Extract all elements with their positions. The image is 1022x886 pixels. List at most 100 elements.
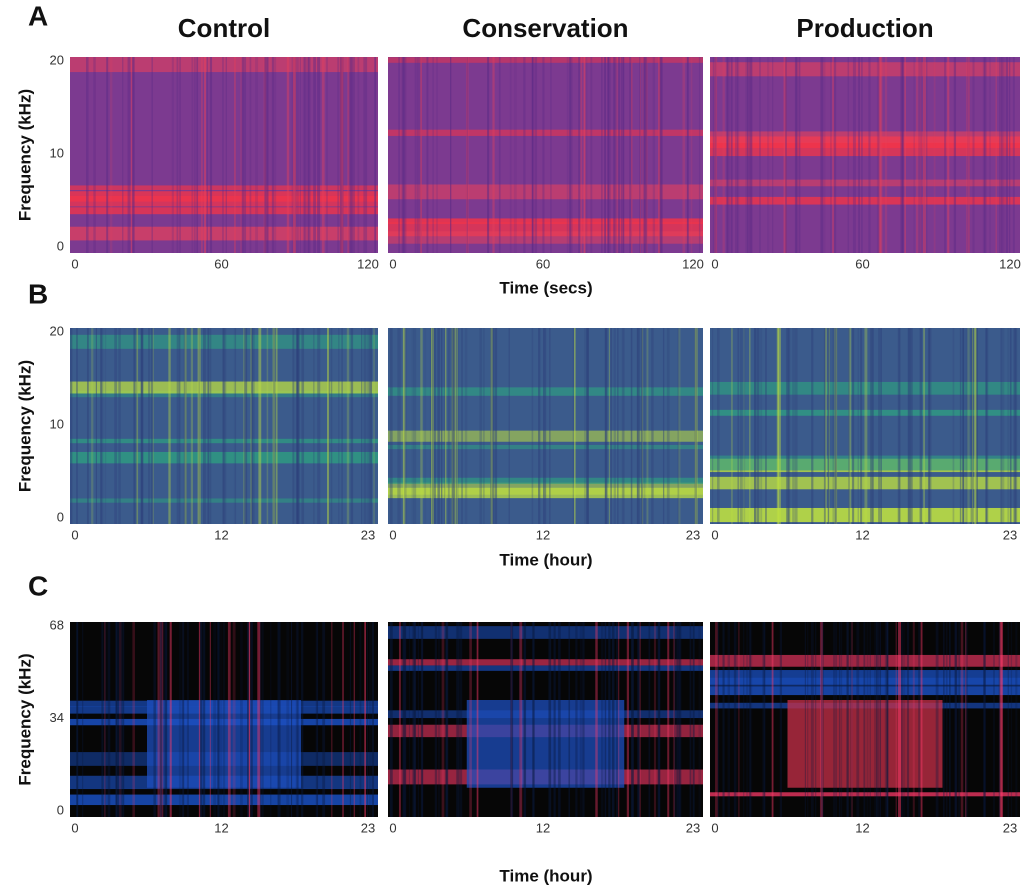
spectrogram-stripe [1008, 622, 1009, 817]
spectrogram-band [70, 227, 378, 241]
x-tick-label: 0 [389, 820, 396, 835]
spectrogram-stripe [723, 57, 725, 253]
spectrogram-stripe [860, 328, 862, 524]
spectrogram [70, 328, 378, 524]
spectrogram-stripe [993, 622, 994, 817]
y-tick-label: 0 [57, 509, 64, 524]
spectrogram-stripe [490, 328, 491, 524]
spectrogram-stripe [820, 57, 823, 253]
spectrogram-stripe [618, 622, 619, 817]
spectrogram-stripe [690, 622, 692, 817]
column-title: Production [796, 13, 933, 43]
spectrogram-stripe [390, 328, 393, 524]
spectrogram-stripe [279, 622, 281, 817]
spectrogram-stripe [757, 328, 760, 524]
spectrogram-stripe [575, 622, 577, 817]
spectrogram-stripe [760, 328, 762, 524]
spectrogram-stripe [135, 328, 138, 524]
spectrogram-stripe [967, 328, 969, 524]
spectrogram-stripe [132, 622, 135, 817]
y-tick-label: 68 [50, 617, 64, 632]
x-tick-label: 0 [711, 527, 718, 542]
spectrogram-stripe [538, 328, 540, 524]
spectrogram-stripe [698, 622, 701, 817]
spectrogram-stripe [618, 57, 620, 253]
y-tick-label: 0 [57, 238, 64, 253]
spectrogram-stripe [304, 57, 306, 253]
spectrogram-stripe [815, 622, 816, 817]
spectrogram-stripe [673, 622, 675, 817]
spectrogram-stripe [398, 57, 399, 253]
spectrogram-stripe [731, 328, 733, 524]
spectrogram-stripe [317, 328, 320, 524]
spectrogram-stripe [612, 622, 615, 817]
spectrogram-stripe [983, 57, 985, 253]
spectrogram-stripe [354, 622, 355, 817]
spectrogram-stripe [631, 622, 634, 817]
spectrogram-stripe [759, 57, 761, 253]
spectrogram-band [70, 185, 378, 190]
spectrogram-stripe [548, 622, 550, 817]
spectrogram-stripe [605, 328, 607, 524]
spectrogram-stripe [483, 328, 485, 524]
spectrogram-stripe [918, 622, 920, 817]
spectrogram-stripe [863, 622, 865, 817]
spectrogram-stripe [907, 622, 909, 817]
spectrogram-stripe [128, 57, 131, 253]
spectrogram-stripe [807, 622, 808, 817]
x-tick-label: 12 [214, 820, 228, 835]
spectrogram-stripe [168, 328, 170, 524]
panel-letter: B [28, 278, 48, 309]
spectrogram-stripe [322, 622, 325, 817]
spectrogram-stripe [244, 57, 246, 253]
spectrogram-stripe [621, 57, 624, 253]
spectrogram-stripe [401, 57, 402, 253]
spectrogram-stripe [293, 57, 296, 253]
spectrogram-stripe [218, 622, 219, 817]
spectrogram-stripe [617, 328, 618, 524]
spectrogram-stripe [369, 622, 371, 817]
spectrogram-stripe [292, 328, 294, 524]
spectrogram-stripe [240, 57, 242, 253]
x-tick-label: 12 [214, 527, 228, 542]
spectrogram-band [388, 57, 703, 63]
spectrogram-stripe [96, 328, 97, 524]
y-tick-label: 34 [50, 710, 64, 725]
x-tick-label: 0 [711, 256, 718, 271]
spectrogram-stripe [885, 57, 887, 253]
spectrogram-stripe [856, 622, 859, 817]
spectrogram-stripe [342, 622, 344, 817]
spectrogram-stripe [337, 57, 339, 253]
spectrogram-stripe [1009, 57, 1010, 253]
spectrogram-stripe [404, 328, 407, 524]
spectrogram-stripe [322, 57, 325, 253]
spectrogram-stripe [390, 622, 393, 817]
spectrogram-stripe [287, 57, 289, 253]
spectrogram-stripe [726, 57, 728, 253]
spectrogram-stripe [852, 328, 854, 524]
spectrogram-stripe [442, 622, 445, 817]
spectrogram-stripe [578, 57, 580, 253]
spectrogram-stripe [110, 57, 112, 253]
spectrogram-stripe [151, 328, 153, 524]
spectrogram-stripe [316, 622, 318, 817]
spectrogram-stripe [532, 57, 534, 253]
spectrogram-stripe [947, 57, 949, 253]
spectrogram-stripe [643, 57, 645, 253]
spectrogram-stripe [542, 57, 545, 253]
spectrogram-stripe [413, 328, 416, 524]
spectrogram-bg [70, 57, 378, 253]
spectrogram-stripe [258, 328, 261, 524]
spectrogram-stripe [795, 328, 798, 524]
spectrogram-stripe [244, 328, 247, 524]
spectrogram-stripe [191, 328, 193, 524]
spectrogram-stripe [553, 622, 555, 817]
spectrogram-stripe [754, 328, 756, 524]
spectrogram-stripe [731, 57, 733, 253]
spectrogram-band [388, 130, 703, 136]
x-tick-label: 12 [855, 820, 869, 835]
spectrogram-stripe [523, 57, 525, 253]
spectrogram-stripe [567, 57, 568, 253]
spectrogram-stripe [691, 57, 693, 253]
spectrogram-stripe [974, 328, 976, 524]
